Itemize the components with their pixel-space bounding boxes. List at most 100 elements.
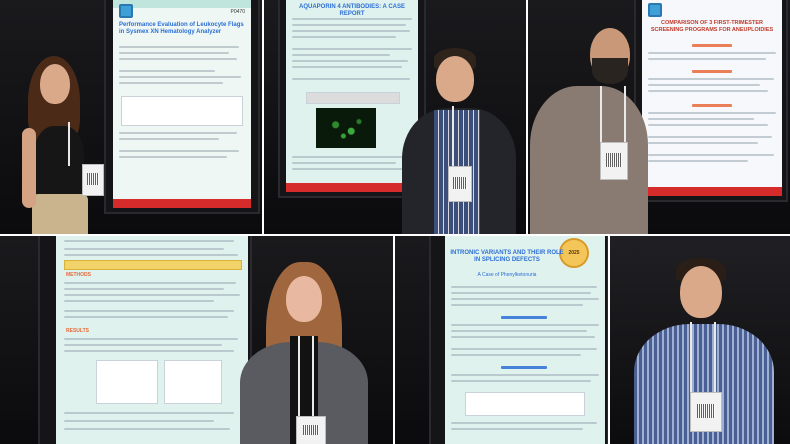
poster-title: INTRONIC VARIANTS AND THEIR ROLE IN SPLI…	[450, 250, 564, 263]
photo-panel-3: COMPARISON OF 3 FIRST-TRIMESTER SCREENIN…	[528, 0, 790, 234]
poster-text-line	[64, 412, 234, 414]
poster-text-line	[451, 348, 597, 350]
poster-text-line	[648, 124, 768, 126]
bald-man-presenter	[530, 28, 648, 234]
poster-text-line	[648, 90, 768, 92]
poster-highlight-box	[64, 260, 242, 270]
beige-pants	[32, 194, 88, 234]
lanyard	[298, 336, 300, 416]
poster-text-line	[119, 52, 229, 54]
poster-text-line	[451, 286, 597, 288]
conference-logo-icon: 2025	[559, 238, 589, 268]
poster-section-heading	[692, 104, 732, 107]
poster-text-line	[292, 24, 406, 26]
poster-text-line	[64, 316, 228, 318]
photo-panel-2: AQUAPORIN 4 ANTIBODIES: A CASE REPORT	[264, 0, 526, 234]
poster-text-line	[648, 78, 774, 80]
poster: 2025 INTRONIC VARIANTS AND THEIR ROLE IN…	[445, 236, 605, 444]
poster-section-heading: METHODS	[66, 272, 91, 278]
face	[436, 56, 474, 102]
poster-text-line	[64, 282, 236, 284]
poster-text-line	[64, 254, 238, 256]
lanyard	[690, 322, 692, 392]
poster-text-line	[64, 344, 222, 346]
poster-text-line	[648, 154, 774, 156]
poster: AQUAPORIN 4 ANTIBODIES: A CASE REPORT	[286, 0, 418, 192]
poster-section-heading	[692, 70, 732, 73]
poster-text-line	[64, 310, 234, 312]
lanyard	[452, 106, 454, 166]
poster-footer	[642, 187, 782, 196]
poster-text-line	[451, 324, 599, 326]
poster-text-line	[451, 354, 581, 356]
poster-text-line	[64, 300, 214, 302]
man-presenter	[398, 48, 520, 234]
poster-text-line	[64, 240, 234, 242]
poster-text-line	[64, 420, 214, 422]
poster-text-line	[64, 338, 238, 340]
arm	[22, 128, 36, 208]
poster-text-line	[451, 422, 597, 424]
poster-gel-strip	[306, 92, 400, 104]
poster-text-line	[648, 112, 776, 114]
poster-text-line	[648, 52, 776, 54]
poster-logo-icon	[119, 4, 133, 18]
poster-microscopy-image	[316, 108, 376, 148]
poster-text-line	[292, 30, 410, 32]
name-badge	[296, 416, 326, 444]
poster-title: Performance Evaluation of Leukocyte Flag…	[119, 22, 244, 35]
name-badge	[600, 142, 628, 180]
grey-tshirt	[530, 86, 648, 234]
poster-section-heading	[501, 316, 547, 319]
poster-header	[113, 0, 251, 8]
poster-text-line	[64, 294, 240, 296]
poster: METHODS RESULTS	[56, 236, 248, 444]
poster-text-line	[119, 138, 219, 140]
young-woman-presenter	[240, 262, 368, 444]
poster: COMPARISON OF 3 FIRST-TRIMESTER SCREENIN…	[642, 0, 782, 196]
woman-presenter	[20, 56, 110, 234]
poster-section-heading: RESULTS	[66, 328, 89, 334]
young-man-presenter	[634, 258, 774, 444]
poster-text-line	[648, 136, 772, 138]
name-badge	[448, 166, 472, 202]
poster-text-line	[451, 298, 599, 300]
poster-text-line	[648, 142, 758, 144]
poster-text-line	[119, 150, 239, 152]
poster: P0470 Performance Evaluation of Leukocyt…	[113, 0, 251, 208]
poster-text-line	[451, 336, 595, 338]
face	[40, 64, 70, 104]
poster-logo-icon	[648, 3, 662, 17]
poster-text-line	[648, 118, 754, 120]
poster-text-line	[451, 428, 583, 430]
lanyard	[714, 322, 716, 392]
poster-text-line	[451, 304, 583, 306]
poster-text-line	[119, 156, 227, 158]
poster-text-line	[292, 36, 396, 38]
poster-sequence-figure	[465, 392, 585, 416]
poster-text-line	[119, 82, 223, 84]
poster-subtitle: A Case of Phenylketonuria	[477, 272, 537, 278]
poster-boxplot	[164, 360, 222, 404]
poster-text-line	[648, 84, 760, 86]
poster-text-line	[451, 330, 587, 332]
poster-text-line	[292, 48, 412, 50]
poster-text-line	[292, 156, 412, 158]
poster-text-line	[292, 162, 396, 164]
poster-text-line	[451, 380, 591, 382]
poster-section-heading	[692, 44, 732, 47]
lanyard	[312, 336, 314, 416]
photo-panel-4: METHODS RESULTS	[0, 236, 393, 444]
poster-footer	[113, 199, 251, 208]
poster-title: AQUAPORIN 4 ANTIBODIES: A CASE REPORT	[298, 4, 405, 17]
beard	[592, 58, 628, 84]
face	[680, 266, 722, 318]
face	[286, 276, 322, 322]
poster-text-line	[119, 132, 237, 134]
lanyard	[624, 86, 626, 142]
poster-text-line	[64, 248, 224, 250]
poster-footer	[286, 183, 418, 192]
photo-panel-5: 2025 INTRONIC VARIANTS AND THEIR ROLE IN…	[395, 236, 608, 444]
name-badge	[82, 164, 104, 196]
